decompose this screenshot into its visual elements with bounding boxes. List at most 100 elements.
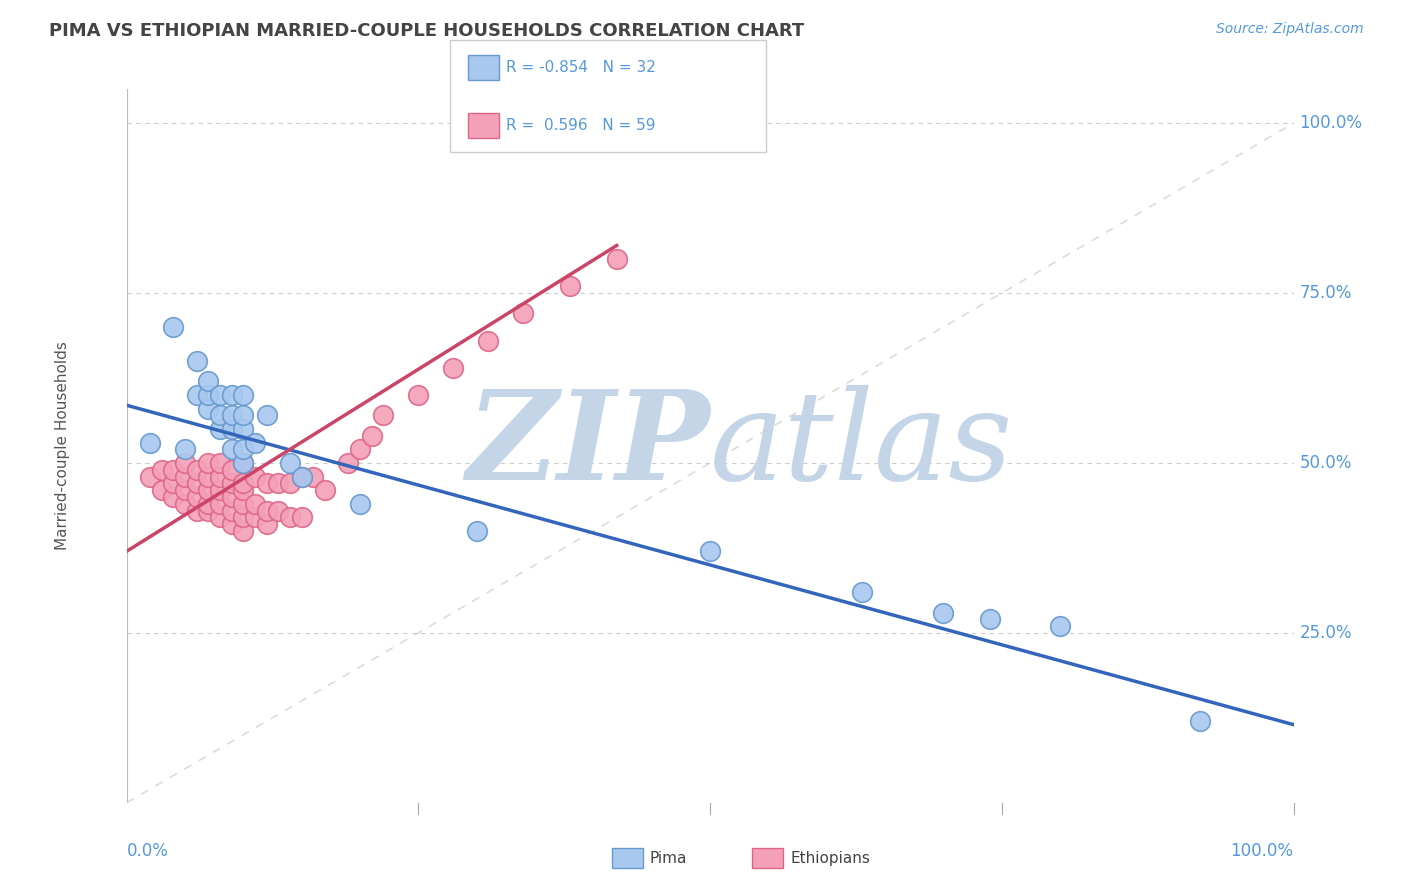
Point <box>197 456 219 470</box>
Point <box>408 388 430 402</box>
Point <box>243 435 266 450</box>
Point <box>197 503 219 517</box>
Point <box>851 585 873 599</box>
Point <box>186 476 208 491</box>
Text: 25.0%: 25.0% <box>1299 624 1351 642</box>
Point <box>208 456 231 470</box>
Point <box>221 409 243 423</box>
Text: Source: ZipAtlas.com: Source: ZipAtlas.com <box>1216 22 1364 37</box>
Text: Married-couple Households: Married-couple Households <box>55 342 70 550</box>
Point <box>221 503 243 517</box>
Point <box>232 442 254 457</box>
Point <box>197 375 219 389</box>
Text: Pima: Pima <box>650 851 688 865</box>
Point <box>162 476 184 491</box>
Point <box>232 456 254 470</box>
Point <box>290 510 312 524</box>
Text: 50.0%: 50.0% <box>1299 454 1351 472</box>
Point <box>558 279 581 293</box>
Point <box>186 463 208 477</box>
Point <box>256 517 278 532</box>
Point <box>174 483 197 498</box>
Point <box>1189 714 1212 729</box>
Point <box>197 388 219 402</box>
Point <box>606 252 628 266</box>
Point <box>208 510 231 524</box>
Point <box>162 463 184 477</box>
Point <box>243 510 266 524</box>
Point <box>197 401 219 416</box>
Point <box>174 497 197 511</box>
Point <box>465 524 488 538</box>
Point <box>256 409 278 423</box>
Point <box>302 469 325 483</box>
Point <box>314 483 336 498</box>
Point <box>221 442 243 457</box>
Text: 100.0%: 100.0% <box>1230 842 1294 860</box>
Point <box>232 510 254 524</box>
Point <box>256 476 278 491</box>
Point <box>232 388 254 402</box>
Point <box>186 503 208 517</box>
Point <box>232 409 254 423</box>
Point <box>267 476 290 491</box>
Point <box>221 490 243 504</box>
Point <box>512 306 534 320</box>
Point <box>349 497 371 511</box>
Point <box>232 456 254 470</box>
Point <box>232 422 254 436</box>
Point <box>162 490 184 504</box>
Point <box>932 606 955 620</box>
Point <box>1049 619 1071 633</box>
Point <box>360 429 382 443</box>
Point <box>221 517 243 532</box>
Text: R =  0.596   N = 59: R = 0.596 N = 59 <box>506 119 655 133</box>
Point <box>441 360 464 375</box>
Point <box>208 422 231 436</box>
Point <box>150 483 173 498</box>
Point <box>208 388 231 402</box>
Point <box>197 483 219 498</box>
Point <box>208 469 231 483</box>
Point <box>186 490 208 504</box>
Point <box>337 456 360 470</box>
Point <box>197 497 219 511</box>
Point <box>232 524 254 538</box>
Point <box>232 476 254 491</box>
Point <box>139 469 162 483</box>
Point <box>290 469 312 483</box>
Point <box>162 320 184 334</box>
Point <box>278 510 301 524</box>
Point <box>373 409 395 423</box>
Point <box>349 442 371 457</box>
Point <box>699 544 721 558</box>
Text: 75.0%: 75.0% <box>1299 284 1351 302</box>
Point <box>243 469 266 483</box>
Text: 0.0%: 0.0% <box>127 842 169 860</box>
Text: Ethiopians: Ethiopians <box>790 851 870 865</box>
Text: 100.0%: 100.0% <box>1299 114 1362 132</box>
Point <box>208 409 231 423</box>
Point <box>150 463 173 477</box>
Point <box>232 497 254 511</box>
Point <box>278 456 301 470</box>
Point <box>186 388 208 402</box>
Point <box>208 497 231 511</box>
Point <box>186 354 208 368</box>
Text: ZIP: ZIP <box>467 385 710 507</box>
Point <box>174 442 197 457</box>
Point <box>290 469 312 483</box>
Text: R = -0.854   N = 32: R = -0.854 N = 32 <box>506 61 657 75</box>
Point <box>221 388 243 402</box>
Point <box>197 469 219 483</box>
Point <box>221 463 243 477</box>
Point <box>979 612 1001 626</box>
Point <box>139 435 162 450</box>
Point <box>221 422 243 436</box>
Point <box>267 503 290 517</box>
Point <box>256 503 278 517</box>
Point <box>477 334 499 348</box>
Point <box>174 456 197 470</box>
Point <box>208 483 231 498</box>
Text: atlas: atlas <box>710 385 1014 507</box>
